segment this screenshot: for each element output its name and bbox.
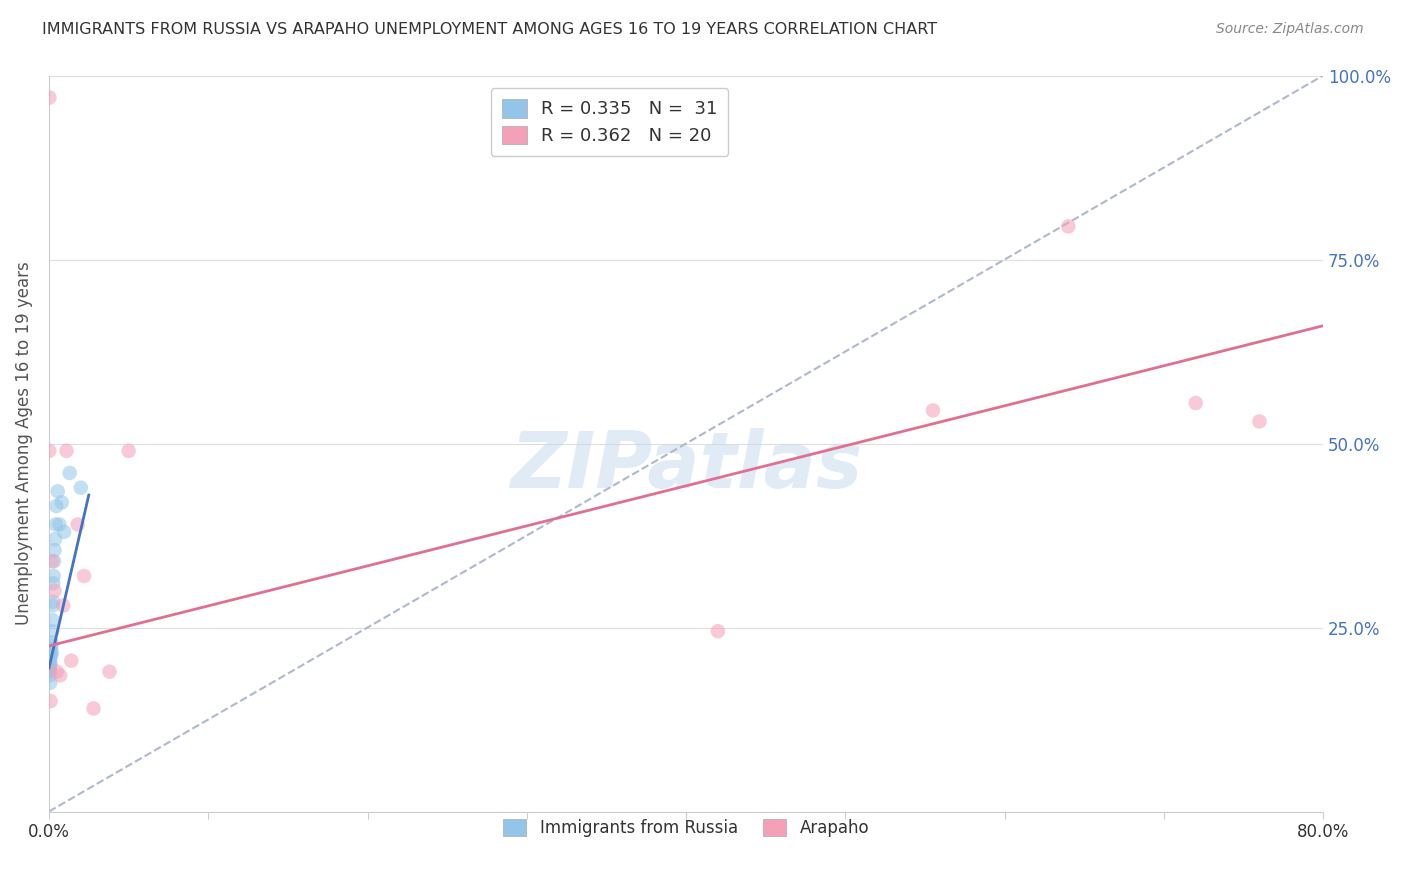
Point	[45, 665, 67, 679]
Point	[41, 554, 63, 568]
Point	[44, 532, 66, 546]
Point	[53, 524, 76, 539]
Point	[69, 481, 91, 495]
Point	[922, 403, 945, 417]
Point	[42, 554, 65, 568]
Point	[38, 663, 60, 677]
Point	[1184, 396, 1206, 410]
Point	[1249, 414, 1271, 428]
Point	[66, 517, 89, 532]
Point	[60, 654, 83, 668]
Text: Source: ZipAtlas.com: Source: ZipAtlas.com	[1216, 22, 1364, 37]
Point	[48, 517, 70, 532]
Point	[707, 624, 730, 639]
Point	[38, 668, 60, 682]
Point	[42, 576, 65, 591]
Point	[39, 658, 62, 673]
Point	[39, 675, 62, 690]
Point	[98, 665, 121, 679]
Point	[117, 443, 139, 458]
Point	[41, 599, 63, 613]
Point	[39, 657, 62, 672]
Point	[55, 443, 77, 458]
Point	[83, 701, 105, 715]
Point	[39, 649, 62, 664]
Point	[38, 90, 60, 104]
Point	[44, 583, 66, 598]
Point	[45, 517, 67, 532]
Point	[38, 665, 60, 679]
Point	[59, 466, 82, 480]
Point	[41, 635, 63, 649]
Point	[41, 613, 63, 627]
Point	[41, 646, 63, 660]
Point	[42, 595, 65, 609]
Point	[73, 569, 96, 583]
Y-axis label: Unemployment Among Ages 16 to 19 years: Unemployment Among Ages 16 to 19 years	[15, 261, 32, 625]
Point	[39, 654, 62, 668]
Point	[52, 599, 75, 613]
Point	[38, 443, 60, 458]
Point	[49, 668, 72, 682]
Text: ZIPatlas: ZIPatlas	[510, 427, 862, 504]
Point	[39, 694, 62, 708]
Point	[38, 661, 60, 675]
Text: IMMIGRANTS FROM RUSSIA VS ARAPAHO UNEMPLOYMENT AMONG AGES 16 TO 19 YEARS CORRELA: IMMIGRANTS FROM RUSSIA VS ARAPAHO UNEMPL…	[42, 22, 938, 37]
Point	[39, 646, 62, 660]
Point	[51, 495, 73, 509]
Point	[42, 569, 65, 583]
Point	[46, 484, 69, 499]
Point	[41, 624, 63, 639]
Point	[39, 642, 62, 657]
Point	[1057, 219, 1080, 234]
Point	[41, 639, 63, 653]
Point	[44, 543, 66, 558]
Legend: Immigrants from Russia, Arapaho: Immigrants from Russia, Arapaho	[496, 812, 876, 844]
Point	[45, 499, 67, 513]
